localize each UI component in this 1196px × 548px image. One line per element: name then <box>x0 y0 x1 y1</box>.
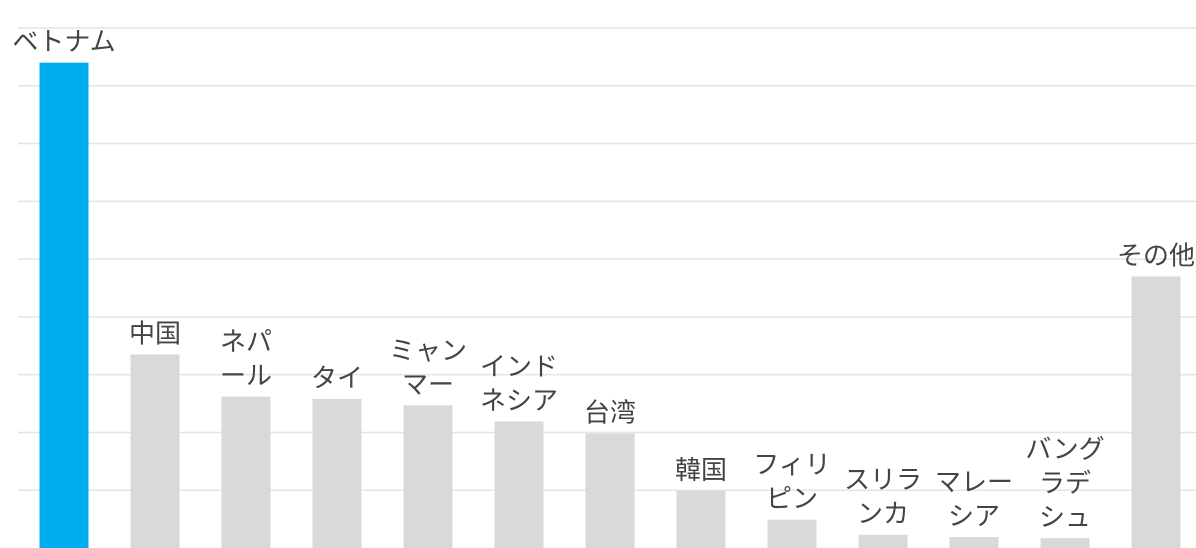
bar-label-line: ール <box>220 362 272 392</box>
bar-label-line: マー <box>402 370 454 400</box>
bar-label-line: 台湾 <box>584 399 636 429</box>
bar-label-line: シュ <box>1039 503 1091 533</box>
bar <box>767 519 817 548</box>
bar-label-line: ラデ <box>1039 469 1091 499</box>
bar-label: ミャンマー <box>389 336 467 400</box>
bar <box>585 433 635 548</box>
bar-label: スリランカ <box>844 466 922 530</box>
bar <box>403 405 453 548</box>
bar-label: タイ <box>311 364 363 394</box>
bar-label-line: ンカ <box>857 500 909 530</box>
bar-label: 中国 <box>129 319 181 349</box>
bar-label-line: バング <box>1025 435 1104 465</box>
bar <box>858 534 908 548</box>
bar-label: ネパール <box>220 328 272 392</box>
bar-label-line: マレー <box>935 468 1013 498</box>
bar-label-line: スリラ <box>844 466 922 496</box>
bar <box>676 490 726 548</box>
bar-label-line: ベトナム <box>12 28 115 58</box>
bar-label: ベトナム <box>12 28 115 58</box>
bar <box>39 62 89 548</box>
bar-label-line: ネパ <box>220 328 272 358</box>
bar-label-line: ネシア <box>480 386 558 416</box>
bar <box>1131 276 1181 548</box>
bar-label-line: 中国 <box>129 319 181 349</box>
bar-label: 台湾 <box>584 399 636 429</box>
bar-label-line: ミャン <box>389 336 467 366</box>
bar-label-line: ピン <box>766 485 818 515</box>
bar-label: フィリピン <box>753 451 830 515</box>
bars <box>39 62 1181 548</box>
bar-label-line: シア <box>948 502 1000 532</box>
bar <box>949 537 999 548</box>
bar <box>312 398 362 548</box>
bar <box>130 354 180 548</box>
bar-label: マレーシア <box>935 468 1013 532</box>
bar-label-line: 韓国 <box>675 456 727 486</box>
bar-label: バングラデシュ <box>1025 435 1104 533</box>
bar <box>1040 538 1090 548</box>
bar <box>494 421 544 548</box>
bar-label-line: フィリ <box>753 451 830 481</box>
bar-label: インドネシア <box>480 352 558 416</box>
gridlines <box>18 27 1196 491</box>
bar-label: 韓国 <box>675 456 727 486</box>
bar <box>221 396 271 548</box>
bar-label: その他 <box>1117 241 1195 271</box>
bar-label-line: タイ <box>311 364 363 394</box>
bar-label-line: その他 <box>1117 241 1195 271</box>
bar-label-line: インド <box>480 352 558 382</box>
